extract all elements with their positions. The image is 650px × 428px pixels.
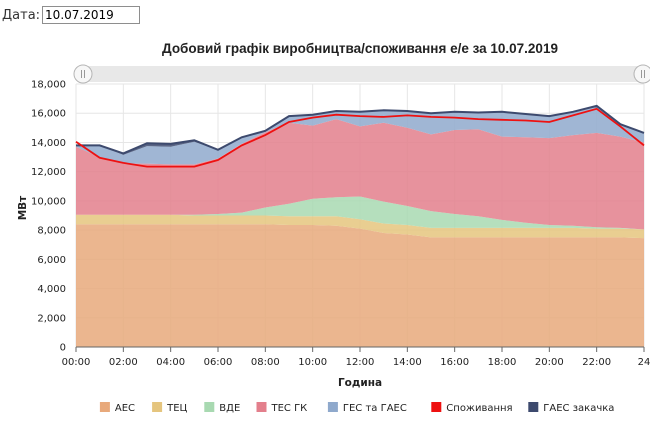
range-handle-right[interactable] bbox=[633, 64, 650, 84]
y-tick-label: 12,000 bbox=[31, 167, 66, 178]
chart-title: Добовий графік виробництва/споживання е/… bbox=[162, 41, 558, 56]
legend-swatch bbox=[327, 402, 338, 412]
legend-label: ТЕС ГК bbox=[271, 403, 308, 414]
legend-item-1[interactable]: ТЕЦ bbox=[152, 402, 188, 414]
legend-swatch bbox=[99, 402, 110, 412]
y-tick-label: 10,000 bbox=[31, 196, 66, 207]
area-3 bbox=[76, 119, 644, 230]
x-tick-label: 08:00 bbox=[251, 357, 280, 368]
legend-label: Споживання bbox=[446, 403, 512, 414]
legend-item-6[interactable]: ГАЕС закачка bbox=[528, 402, 614, 414]
legend-item-2[interactable]: ВДЕ bbox=[204, 402, 240, 414]
x-tick-label: 04:00 bbox=[156, 357, 185, 368]
date-input[interactable] bbox=[42, 6, 141, 24]
x-tick-label: 06:00 bbox=[204, 357, 233, 368]
y-tick-label: 18,000 bbox=[31, 80, 66, 91]
area-0 bbox=[76, 224, 644, 347]
legend[interactable]: АЕС ТЕЦ ВДЕ ТЕС ГК ГЕС та ГАЕС Споживання ГАЕС… bbox=[99, 402, 615, 414]
legend-label: ГАЕС закачка bbox=[543, 403, 614, 414]
y-tick-label: 0 bbox=[60, 343, 66, 354]
x-tick-label: 20:00 bbox=[535, 357, 564, 368]
y-tick-label: 4,000 bbox=[37, 284, 66, 295]
legend-item-0[interactable]: АЕС bbox=[99, 402, 135, 414]
x-tick-label: 22:00 bbox=[582, 357, 611, 368]
y-tick-label: 16,000 bbox=[31, 109, 66, 120]
series-lines bbox=[75, 104, 645, 168]
x-tick-label: 02:00 bbox=[109, 357, 138, 368]
x-tick-label: 16:00 bbox=[440, 357, 469, 368]
date-filter: Дата: bbox=[2, 6, 141, 24]
range-navigator-track bbox=[82, 66, 644, 82]
legend-swatch bbox=[204, 402, 215, 412]
axes: 0 2,000 4,000 6,000 8,000 10,000 12,000 14,000 1… bbox=[31, 80, 650, 369]
legend-swatch bbox=[152, 402, 163, 412]
x-tick-label: 12:00 bbox=[346, 357, 375, 368]
area-1 bbox=[76, 214, 644, 239]
range-handle-left[interactable] bbox=[73, 64, 93, 84]
line-5 bbox=[75, 107, 645, 168]
legend-item-5[interactable]: Споживання bbox=[431, 402, 513, 414]
legend-label: ГЕС та ГАЕС bbox=[343, 403, 407, 414]
x-tick-label: 18:00 bbox=[488, 357, 517, 368]
x-tick-label: 24 bbox=[638, 357, 650, 368]
y-tick-label: 2,000 bbox=[37, 313, 66, 324]
y-tick-label: 14,000 bbox=[31, 138, 66, 149]
x-tick-label: 00:00 bbox=[62, 357, 91, 368]
range-navigator[interactable] bbox=[73, 64, 650, 84]
legend-label: ТЕЦ bbox=[166, 403, 187, 414]
y-tick-label: 6,000 bbox=[37, 255, 66, 266]
legend-swatch bbox=[431, 402, 442, 412]
legend-label: ВДЕ bbox=[219, 403, 240, 414]
date-label: Дата: bbox=[2, 7, 41, 23]
legend-swatch bbox=[528, 402, 539, 412]
total-outline-line bbox=[76, 104, 645, 155]
legend-item-3[interactable]: ТЕС ГК bbox=[256, 402, 308, 414]
legend-label: АЕС bbox=[115, 403, 135, 414]
x-tick-label: 14:00 bbox=[393, 357, 422, 368]
x-tick-label: 10:00 bbox=[298, 357, 327, 368]
y-tick-label: 8,000 bbox=[37, 226, 66, 237]
legend-item-4[interactable]: ГЕС та ГАЕС bbox=[327, 402, 407, 414]
x-axis-title: Година bbox=[338, 377, 382, 389]
area-2 bbox=[76, 196, 644, 230]
y-axis-title: МВт bbox=[17, 195, 29, 220]
legend-swatch bbox=[256, 402, 267, 412]
